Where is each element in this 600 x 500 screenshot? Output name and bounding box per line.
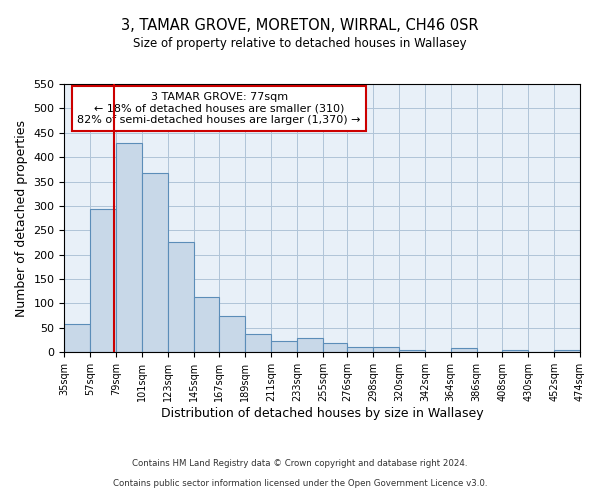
Bar bbox=[399, 350, 425, 352]
Bar bbox=[194, 297, 220, 352]
Bar bbox=[451, 348, 476, 352]
Text: Contains HM Land Registry data © Crown copyright and database right 2024.: Contains HM Land Registry data © Crown c… bbox=[132, 458, 468, 468]
X-axis label: Distribution of detached houses by size in Wallasey: Distribution of detached houses by size … bbox=[161, 407, 484, 420]
Bar bbox=[142, 173, 168, 352]
Bar bbox=[554, 350, 580, 352]
Text: Contains public sector information licensed under the Open Government Licence v3: Contains public sector information licen… bbox=[113, 478, 487, 488]
Bar bbox=[373, 347, 399, 352]
Text: 3, TAMAR GROVE, MORETON, WIRRAL, CH46 0SR: 3, TAMAR GROVE, MORETON, WIRRAL, CH46 0S… bbox=[121, 18, 479, 32]
Bar bbox=[347, 347, 373, 352]
Bar bbox=[168, 242, 194, 352]
Text: Size of property relative to detached houses in Wallasey: Size of property relative to detached ho… bbox=[133, 38, 467, 51]
Bar bbox=[64, 324, 90, 352]
Bar bbox=[90, 210, 116, 352]
Bar bbox=[297, 338, 323, 352]
Bar bbox=[271, 342, 297, 352]
Bar bbox=[220, 316, 245, 352]
Y-axis label: Number of detached properties: Number of detached properties bbox=[15, 120, 28, 316]
Bar bbox=[502, 350, 529, 352]
Text: 3 TAMAR GROVE: 77sqm
← 18% of detached houses are smaller (310)
82% of semi-deta: 3 TAMAR GROVE: 77sqm ← 18% of detached h… bbox=[77, 92, 361, 125]
Bar bbox=[245, 334, 271, 352]
Bar bbox=[116, 142, 142, 352]
Bar bbox=[323, 343, 347, 352]
